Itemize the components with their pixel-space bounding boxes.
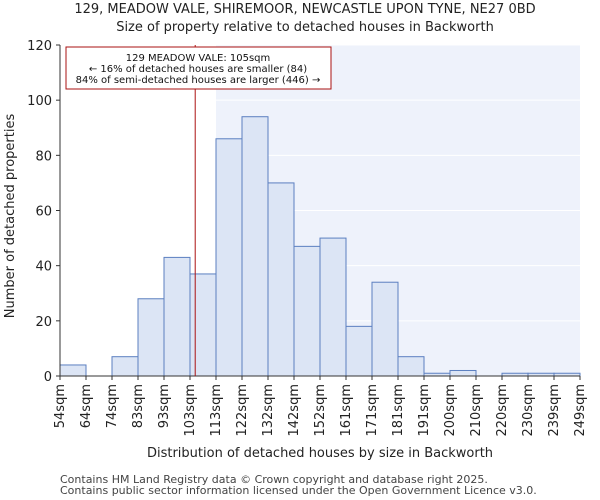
x-tick-label: 103sqm: [183, 384, 198, 437]
y-tick-label: 20: [35, 315, 52, 330]
annotation-line-2: ← 16% of detached houses are smaller (84…: [89, 64, 307, 75]
footer-line-2: Contains public sector information licen…: [60, 484, 537, 497]
bar: [59, 364, 87, 377]
x-tick-label: 220sqm: [495, 384, 510, 437]
bar: [397, 356, 425, 377]
bar: [371, 281, 399, 377]
x-tick-label: 74sqm: [105, 384, 120, 428]
bar: [449, 369, 477, 377]
x-tick-label: 93sqm: [157, 384, 172, 428]
bar: [189, 273, 217, 377]
y-tick-label: 60: [35, 205, 52, 220]
annotation-line-3: 84% of semi-detached houses are larger (…: [76, 75, 321, 86]
x-tick-label: 54sqm: [53, 384, 68, 428]
x-tick-label: 249sqm: [573, 384, 588, 437]
bar: [319, 237, 347, 377]
chart-title: 129, MEADOW VALE, SHIREMOOR, NEWCASTLE U…: [74, 2, 535, 17]
x-tick-label: 230sqm: [521, 384, 536, 437]
footer-line-1: Contains HM Land Registry data © Crown c…: [60, 473, 488, 486]
bar: [267, 182, 295, 377]
x-tick-label: 132sqm: [261, 384, 276, 437]
x-tick-label: 161sqm: [339, 384, 354, 437]
x-tick-label: 171sqm: [365, 384, 380, 437]
y-tick-label: 120: [27, 39, 52, 54]
y-tick-label: 100: [27, 94, 52, 109]
x-tick-label: 122sqm: [235, 384, 250, 437]
bar: [137, 298, 165, 377]
y-tick-label: 0: [44, 370, 52, 385]
bar: [163, 256, 191, 377]
bar: [111, 356, 139, 377]
x-tick-label: 142sqm: [287, 384, 302, 437]
x-tick-label: 200sqm: [443, 384, 458, 437]
bar: [215, 138, 243, 377]
y-tick-label: 40: [35, 260, 52, 275]
annotation-line-1: 129 MEADOW VALE: 105sqm: [126, 53, 271, 64]
x-tick-label: 239sqm: [547, 384, 562, 437]
x-tick-label: 181sqm: [391, 384, 406, 437]
x-tick-label: 83sqm: [131, 384, 146, 428]
x-tick-label: 210sqm: [469, 384, 484, 437]
x-tick-label: 191sqm: [417, 384, 432, 437]
x-tick-label: 64sqm: [79, 384, 94, 428]
x-axis-label: Distribution of detached houses by size …: [147, 446, 493, 461]
bar: [241, 116, 269, 377]
x-tick-label: 152sqm: [313, 384, 328, 437]
x-tick-label: 113sqm: [209, 384, 224, 437]
annotation-box: [65, 46, 332, 90]
plot-area: 0 20 40 60 80 100 120 54sqm 64sqm 74sqm 83sqm 93sqm…: [27, 39, 588, 437]
y-axis-label: Number of detached properties: [3, 114, 18, 319]
y-tick-label: 80: [35, 149, 52, 164]
bar: [293, 245, 321, 377]
chart-subtitle: Size of property relative to detached ho…: [116, 20, 494, 35]
bar: [345, 325, 373, 377]
